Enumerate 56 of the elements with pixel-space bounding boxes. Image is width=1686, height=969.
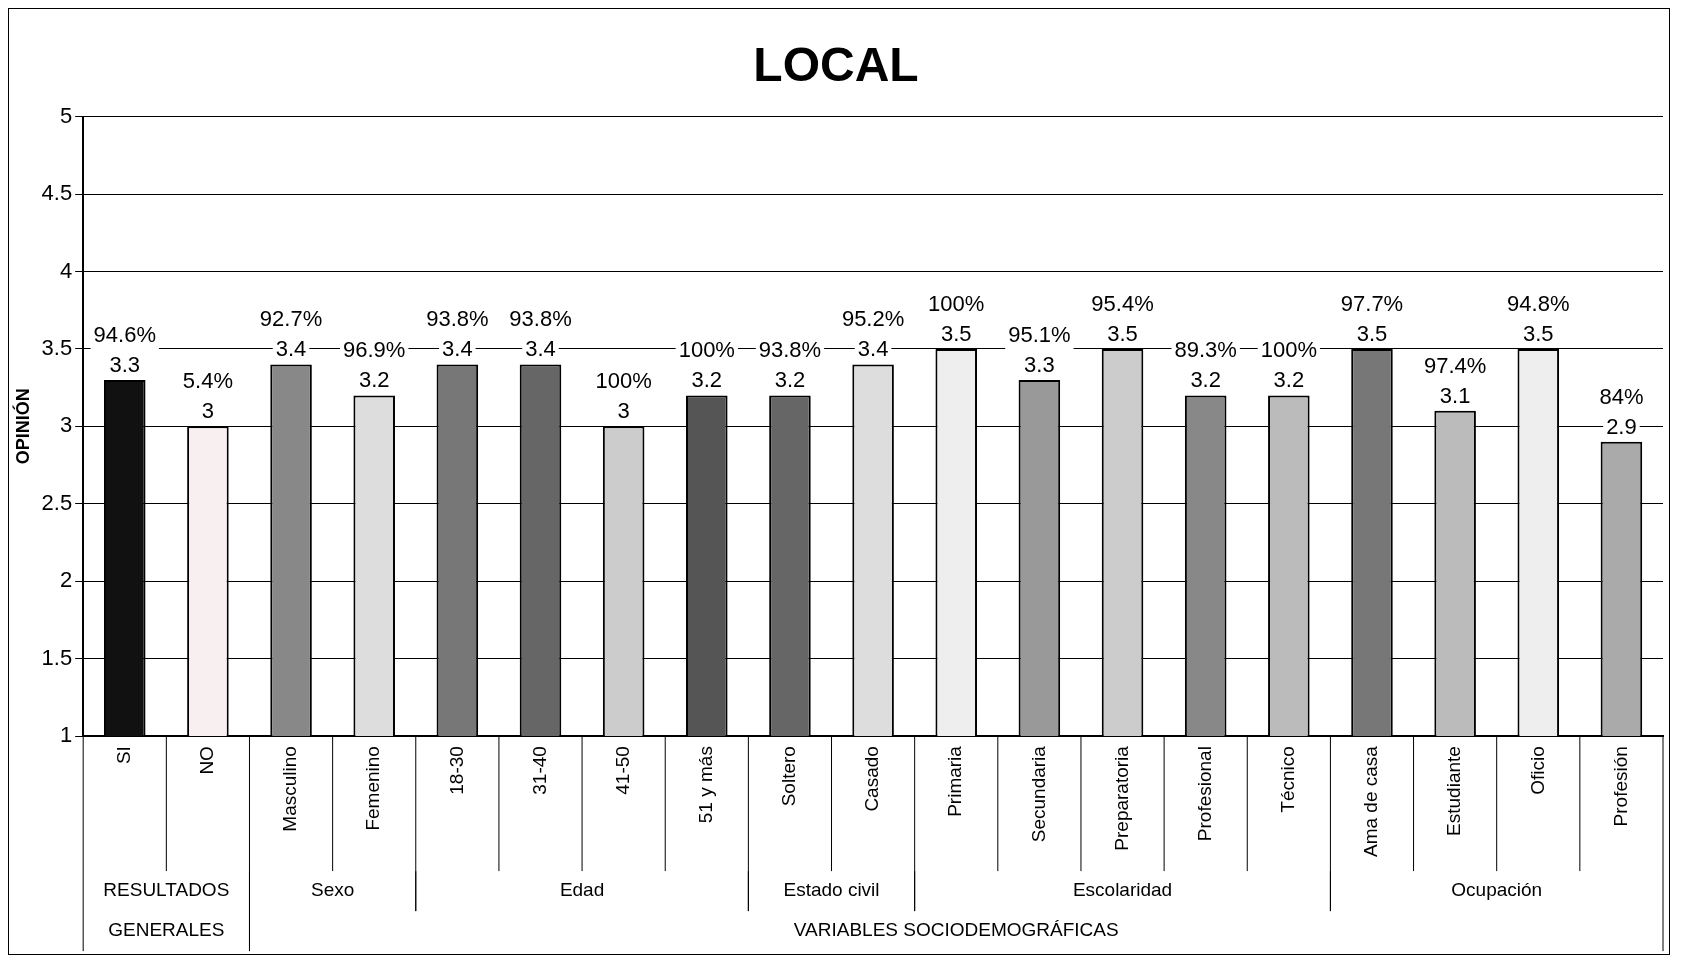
data-label: 97.4% 3.1 — [1423, 352, 1487, 408]
text: Sexo — [310, 879, 355, 901]
x-tick-label: 51 y más — [695, 746, 717, 824]
data-label: 93.8% 3.4 — [426, 306, 489, 362]
data-label: 84% 2.9 — [1599, 383, 1644, 439]
text: RESULTADOS GENERALES — [103, 879, 230, 941]
x-tick-label: Preparatoria — [1110, 745, 1132, 851]
x-tick-label: Profesional — [1193, 746, 1215, 842]
y-tick-label: 2 — [59, 567, 73, 593]
y-tick-label: 3 — [59, 412, 73, 438]
data-label: 89.3% 3.2 — [1174, 337, 1237, 393]
data-label: 5.4% 3 — [182, 368, 233, 424]
x-tick-label: Primaria — [944, 745, 966, 817]
y-tick-label: 3.5 — [41, 334, 73, 360]
data-label: 100% 3.2 — [678, 337, 735, 393]
data-label: 93.8% 3.4 — [509, 306, 572, 362]
y-axis-title: OPINIÓN — [11, 388, 33, 465]
x-tick-label: SI — [112, 746, 134, 765]
x-tick-label: Casado — [861, 746, 883, 812]
text: Ocupación — [1451, 879, 1543, 901]
data-label: 100% 3 — [595, 368, 652, 424]
text: Edad — [559, 879, 605, 901]
x-tick-label: Oficio — [1526, 746, 1548, 795]
data-label: 95.2% 3.4 — [841, 306, 905, 362]
chart-title: LOCAL — [753, 38, 919, 92]
x-tick-label: 31-40 — [528, 746, 550, 795]
data-label: 95.1% 3.3 — [1008, 321, 1071, 377]
x-tick-label: Ama de casa — [1360, 745, 1382, 858]
y-tick-label: 2.5 — [41, 489, 73, 515]
data-label: 92.7% 3.4 — [259, 306, 323, 362]
data-label: 100% 3.5 — [928, 290, 985, 346]
x-tick-label: Técnico — [1277, 746, 1299, 813]
data-label: 95.4% 3.5 — [1091, 290, 1154, 346]
y-tick-label: 1 — [59, 722, 73, 748]
data-label: 94.6% 3.3 — [93, 321, 156, 377]
x-tick-label: Secundaria — [1027, 745, 1049, 843]
x-tick-label: 41-50 — [611, 746, 633, 795]
x-tick-label: 18-30 — [445, 746, 467, 795]
x-tick-label: Femenino — [362, 746, 384, 831]
x-tick-label: NO — [196, 746, 218, 775]
x-tick-label: Masculino — [279, 746, 301, 832]
text: VARIABLES SOCIODEMOGRÁFICAS — [793, 919, 1119, 941]
text: Estado civil — [783, 879, 880, 901]
x-tick-label: Estudiante — [1443, 746, 1465, 836]
data-label: 96.9% 3.2 — [343, 337, 406, 393]
text: Escolaridad — [1072, 879, 1173, 901]
y-tick-label: 5 — [59, 102, 73, 128]
data-label: 100% 3.2 — [1260, 337, 1317, 393]
data-label: 94.8% 3.5 — [1507, 290, 1570, 346]
data-label: 97.7% 3.5 — [1340, 290, 1404, 346]
x-tick-label: Profesión — [1609, 746, 1631, 827]
y-tick-label: 4 — [59, 257, 73, 283]
data-label: 93.8% 3.2 — [758, 337, 822, 393]
y-tick-label: 1.5 — [41, 644, 73, 670]
x-tick-label: Soltero — [778, 746, 800, 807]
y-tick-label: 4.5 — [41, 180, 73, 206]
